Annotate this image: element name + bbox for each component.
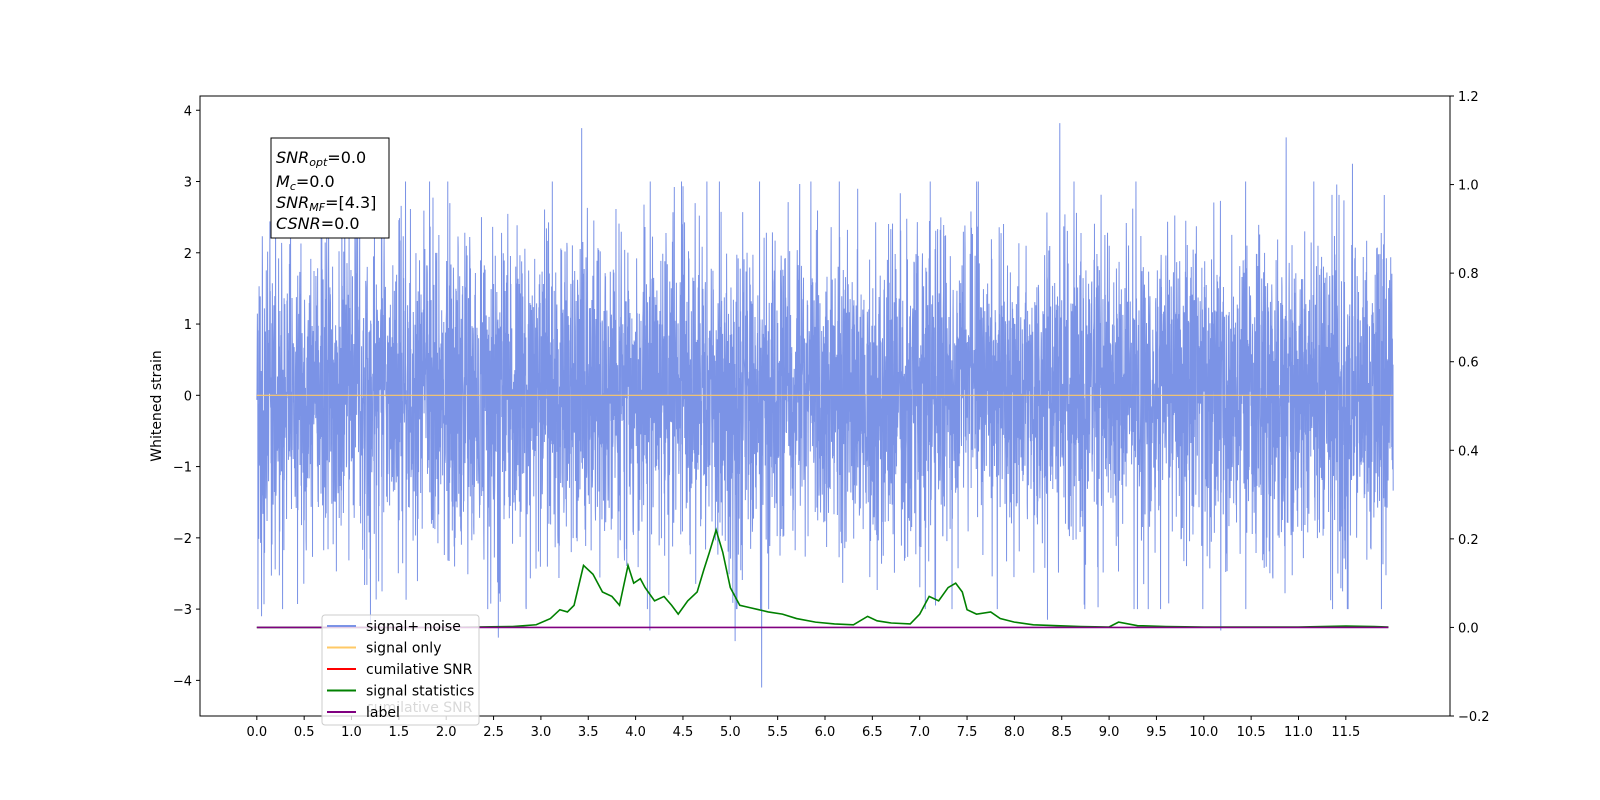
y2-tick-label: −0.2 — [1458, 710, 1490, 725]
y-tick-label: −3 — [173, 603, 192, 618]
x-tick-label: 10.5 — [1237, 725, 1266, 740]
x-tick-label: 11.5 — [1331, 725, 1360, 740]
x-tick-label: 3.5 — [578, 725, 599, 740]
y2-tick-label: 0.8 — [1458, 267, 1479, 282]
x-tick-label: 6.5 — [862, 725, 883, 740]
x-tick-label: 5.0 — [720, 725, 741, 740]
annotation-snr-mf: SNRMF=[4.3] — [276, 193, 376, 214]
series-signal-statistics-line — [256, 527, 1389, 629]
legend-label: signal only — [366, 641, 441, 657]
x-tick-label: 5.5 — [767, 725, 788, 740]
y-tick-label: 1 — [184, 318, 192, 333]
x-tick-label: 10.0 — [1189, 725, 1218, 740]
legend-label: label — [366, 705, 400, 721]
y-tick-label: −2 — [173, 532, 192, 547]
y2-tick-label: 1.2 — [1458, 90, 1479, 105]
annotation-mc: Mc=0.0 — [276, 172, 335, 193]
y2-tick-label: 0.6 — [1458, 356, 1479, 371]
x-tick-label: 3.0 — [531, 725, 552, 740]
y-tick-label: −1 — [173, 461, 192, 476]
series-signal-noise-line — [256, 123, 1394, 688]
y-tick-label: 4 — [184, 104, 192, 119]
x-tick-label: 11.0 — [1284, 725, 1313, 740]
x-tick-label: 9.0 — [1099, 725, 1120, 740]
x-tick-label: 4.0 — [625, 725, 646, 740]
x-tick-label: 1.0 — [341, 725, 362, 740]
y-tick-label: 3 — [184, 176, 192, 191]
x-tick-label: 2.5 — [483, 725, 504, 740]
y-axis-left: −4 −3 −2 −1 0 1 2 3 4 — [173, 104, 200, 689]
legend-label: signal statistics — [366, 684, 474, 700]
annotation-csnr: CSNR=0.0 — [276, 214, 360, 233]
x-tick-label: 7.5 — [957, 725, 978, 740]
x-tick-label: 6.0 — [815, 725, 836, 740]
legend-ghost-label: cumilative SNR — [366, 700, 473, 716]
y-tick-label: 2 — [184, 247, 192, 262]
x-tick-label: 7.0 — [909, 725, 930, 740]
x-tick-label: 8.0 — [1004, 725, 1025, 740]
y-tick-label: −4 — [173, 674, 192, 689]
x-tick-label: 8.5 — [1051, 725, 1072, 740]
x-tick-label: 2.0 — [436, 725, 457, 740]
y2-tick-label: 0.2 — [1458, 533, 1479, 548]
x-tick-label: 9.5 — [1146, 725, 1167, 740]
y-axis-right: −0.2 0.0 0.2 0.4 0.6 0.8 1.0 1.2 — [1450, 90, 1490, 725]
legend-label: signal+ noise — [366, 619, 461, 635]
x-axis: 0.0 0.5 1.0 1.5 2.0 2.5 3.0 3.5 4.0 4.5 5.0 5.5 6.0 6… — [246, 716, 1360, 740]
y-axis-label: Whitened strain — [149, 350, 165, 461]
y2-tick-label: 1.0 — [1458, 179, 1479, 194]
y2-tick-label: 0.0 — [1458, 621, 1479, 636]
x-tick-label: 0.0 — [246, 725, 267, 740]
y2-tick-label: 0.4 — [1458, 444, 1479, 459]
y-tick-label: 0 — [184, 389, 192, 404]
x-tick-label: 4.5 — [673, 725, 694, 740]
annotation-box: SNRopt=0.0 Mc=0.0 SNRMF=[4.3] CSNR=0.0 — [270, 137, 390, 239]
annotation-snr-opt: SNRopt=0.0 — [276, 148, 366, 169]
x-tick-label: 0.5 — [294, 725, 315, 740]
x-tick-label: 1.5 — [389, 725, 410, 740]
legend-label: cumilative SNR — [366, 662, 473, 678]
